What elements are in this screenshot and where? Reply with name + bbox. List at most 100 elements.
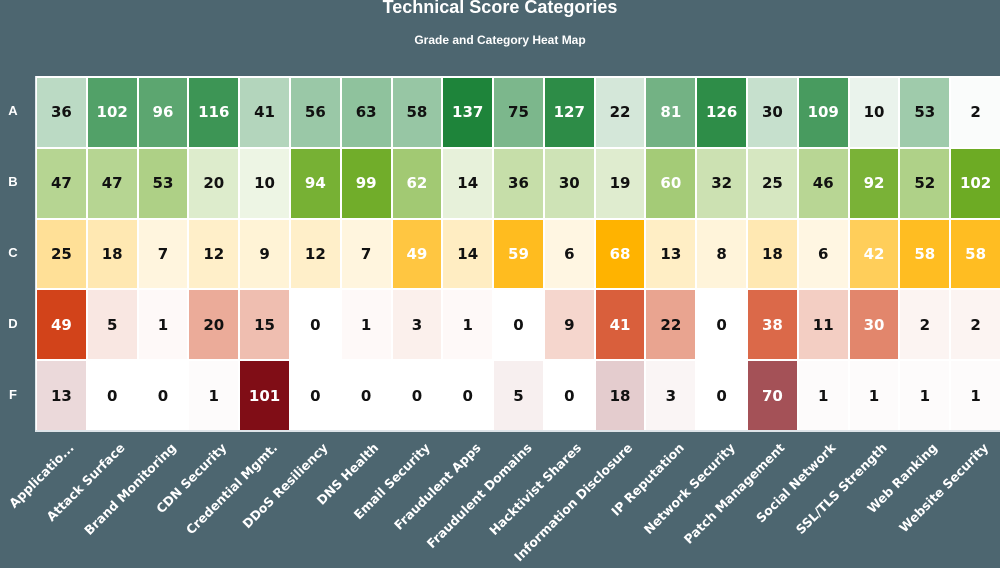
heatmap-cell[interactable]: 36	[37, 78, 86, 147]
heatmap-cell[interactable]: 68	[595, 219, 645, 289]
heatmap-cell[interactable]: 92	[849, 148, 899, 218]
heatmap-cell[interactable]: 3	[646, 361, 696, 430]
heatmap-cell[interactable]: 6	[544, 219, 594, 289]
x-axis-label: Brand Monitoring	[81, 440, 179, 538]
heatmap-cell[interactable]: 30	[849, 290, 899, 360]
heatmap-cell[interactable]: 11	[798, 290, 848, 360]
heatmap-cell[interactable]: 30	[544, 148, 594, 218]
heatmap-cell[interactable]: 20	[189, 290, 239, 360]
heatmap-cell[interactable]: 1	[341, 290, 391, 360]
heatmap-cell[interactable]: 30	[748, 78, 797, 147]
heatmap-cell[interactable]: 127	[544, 78, 594, 147]
heatmap-cell[interactable]: 102	[87, 78, 137, 147]
heatmap-cell[interactable]: 5	[87, 290, 137, 360]
heatmap-cell[interactable]: 0	[138, 361, 188, 430]
x-axis-label: Website Security	[895, 440, 991, 536]
heatmap-cell[interactable]: 0	[290, 361, 340, 430]
heatmap-cell[interactable]: 9	[240, 219, 289, 289]
heatmap-cell[interactable]: 22	[646, 290, 696, 360]
heatmap-cell[interactable]: 1	[951, 361, 1000, 430]
heatmap-plot-area: 36 102 96 116 41 56 63 58 137 75 127 22 81 126 30 109 10…	[35, 76, 1000, 432]
heatmap-cell[interactable]: 1	[798, 361, 848, 430]
heatmap-cell[interactable]: 13	[646, 219, 696, 289]
heatmap-cell[interactable]: 8	[697, 219, 747, 289]
heatmap-cell[interactable]: 41	[595, 290, 645, 360]
heatmap-cell[interactable]: 41	[240, 78, 289, 147]
heatmap-cell[interactable]: 12	[290, 219, 340, 289]
heatmap-cell[interactable]: 2	[951, 290, 1000, 360]
heatmap-cell[interactable]: 1	[443, 290, 493, 360]
heatmap-cell[interactable]: 58	[900, 219, 950, 289]
heatmap-cell[interactable]: 0	[697, 361, 747, 430]
heatmap-cell[interactable]: 5	[494, 361, 543, 430]
heatmap-cell[interactable]: 47	[37, 148, 86, 218]
heatmap-cell[interactable]: 102	[951, 148, 1000, 218]
heatmap-cell[interactable]: 32	[697, 148, 747, 218]
heatmap-cell[interactable]: 49	[37, 290, 86, 360]
heatmap-cell[interactable]: 7	[341, 219, 391, 289]
heatmap-cell[interactable]: 96	[138, 78, 188, 147]
heatmap-cell[interactable]: 0	[392, 361, 442, 430]
heatmap-cell[interactable]: 0	[87, 361, 137, 430]
heatmap-cell[interactable]: 13	[37, 361, 86, 430]
heatmap-cell[interactable]: 1	[138, 290, 188, 360]
heatmap-cell[interactable]: 58	[392, 78, 442, 147]
heatmap-cell[interactable]: 19	[595, 148, 645, 218]
heatmap-cell[interactable]: 38	[748, 290, 797, 360]
heatmap-cell[interactable]: 99	[341, 148, 391, 218]
heatmap-cell[interactable]: 18	[748, 219, 797, 289]
heatmap-cell[interactable]: 3	[392, 290, 442, 360]
heatmap-cell[interactable]: 49	[392, 219, 442, 289]
heatmap-cell[interactable]: 60	[646, 148, 696, 218]
heatmap-cell[interactable]: 1	[849, 361, 899, 430]
heatmap-cell[interactable]: 25	[37, 219, 86, 289]
heatmap-cell[interactable]: 1	[189, 361, 239, 430]
heatmap-cell[interactable]: 36	[494, 148, 543, 218]
heatmap-cell[interactable]: 0	[443, 361, 493, 430]
heatmap-cell[interactable]: 22	[595, 78, 645, 147]
heatmap-cell[interactable]: 81	[646, 78, 696, 147]
heatmap-cell[interactable]: 18	[595, 361, 645, 430]
heatmap-cell[interactable]: 10	[240, 148, 289, 218]
heatmap-cell[interactable]: 53	[138, 148, 188, 218]
heatmap-cell[interactable]: 94	[290, 148, 340, 218]
heatmap-cell[interactable]: 126	[697, 78, 747, 147]
heatmap-cell[interactable]: 46	[798, 148, 848, 218]
heatmap-cell[interactable]: 47	[87, 148, 137, 218]
heatmap-cell[interactable]: 10	[849, 78, 899, 147]
heatmap-cell[interactable]: 14	[443, 148, 493, 218]
heatmap-cell[interactable]: 12	[189, 219, 239, 289]
heatmap-cell[interactable]: 1	[900, 361, 950, 430]
heatmap-cell[interactable]: 42	[849, 219, 899, 289]
heatmap-cell[interactable]: 6	[798, 219, 848, 289]
heatmap-cell[interactable]: 56	[290, 78, 340, 147]
heatmap-cell[interactable]: 116	[189, 78, 239, 147]
heatmap-cell[interactable]: 109	[798, 78, 848, 147]
x-axis-label: Network Security	[640, 440, 738, 538]
heatmap-cell[interactable]: 0	[341, 361, 391, 430]
heatmap-cell[interactable]: 52	[900, 148, 950, 218]
heatmap-cell[interactable]: 0	[697, 290, 747, 360]
heatmap-cell[interactable]: 2	[900, 290, 950, 360]
x-axis-label: Fraudulent Apps	[390, 440, 484, 533]
heatmap-cell[interactable]: 59	[494, 219, 543, 289]
heatmap-cell[interactable]: 18	[87, 219, 137, 289]
heatmap-cell[interactable]: 63	[341, 78, 391, 147]
heatmap-cell[interactable]: 2	[951, 78, 1000, 147]
heatmap-cell[interactable]: 70	[748, 361, 797, 430]
heatmap-cell[interactable]: 25	[748, 148, 797, 218]
heatmap-cell[interactable]: 0	[544, 361, 594, 430]
heatmap-cell[interactable]: 7	[138, 219, 188, 289]
heatmap-cell[interactable]: 14	[443, 219, 493, 289]
heatmap-cell[interactable]: 0	[494, 290, 543, 360]
heatmap-cell[interactable]: 20	[189, 148, 239, 218]
heatmap-cell[interactable]: 101	[240, 361, 289, 430]
heatmap-cell[interactable]: 137	[443, 78, 493, 147]
heatmap-cell[interactable]: 62	[392, 148, 442, 218]
heatmap-cell[interactable]: 9	[544, 290, 594, 360]
heatmap-cell[interactable]: 58	[951, 219, 1000, 289]
heatmap-cell[interactable]: 0	[290, 290, 340, 360]
heatmap-cell[interactable]: 53	[900, 78, 950, 147]
heatmap-cell[interactable]: 15	[240, 290, 289, 360]
heatmap-cell[interactable]: 75	[494, 78, 543, 147]
